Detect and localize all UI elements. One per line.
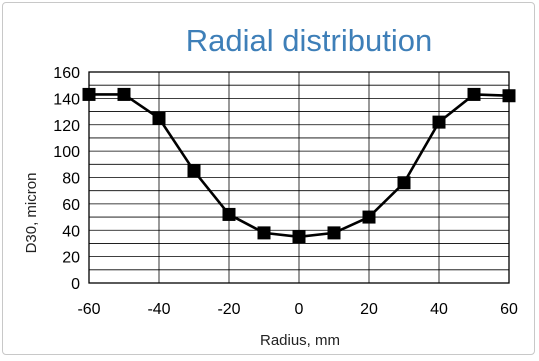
y-tick-label: 20 xyxy=(62,250,80,267)
chart: Radial distribution 0 20 40 60 80 100 120 140 16… xyxy=(23,23,518,349)
data-point-marker xyxy=(222,207,236,221)
x-tick-label: 0 xyxy=(295,301,304,318)
x-tick-label: 40 xyxy=(430,301,448,318)
chart-panel: Radial distribution 0 20 40 60 80 100 120 140 16… xyxy=(2,2,535,355)
y-tick-label: 60 xyxy=(62,197,80,214)
x-axis-label: Radius, mm xyxy=(260,332,340,349)
data-point-marker xyxy=(187,164,201,178)
y-tick-label: 80 xyxy=(62,171,80,188)
y-tick-label: 160 xyxy=(53,65,80,82)
x-tick-label: -60 xyxy=(77,301,100,318)
data-point-marker xyxy=(502,89,516,103)
y-tick-label: 120 xyxy=(53,118,80,135)
data-point-marker xyxy=(117,87,131,101)
chart-title: Radial distribution xyxy=(186,23,432,58)
plot-area xyxy=(88,71,510,284)
data-point-marker xyxy=(362,210,376,224)
data-point-marker xyxy=(397,176,411,190)
data-point-marker xyxy=(432,115,446,129)
y-tick-label: 0 xyxy=(71,276,80,293)
tick-labels: 0 20 40 60 80 100 120 140 160 -60 -40 -20 0 20 40 60 xyxy=(53,65,518,318)
data-point-marker xyxy=(327,226,341,240)
data-point-marker xyxy=(257,226,271,240)
y-tick-label: 140 xyxy=(53,91,80,108)
y-axis-label: D30, micron xyxy=(23,173,40,254)
x-tick-label: -20 xyxy=(217,301,240,318)
data-point-marker xyxy=(152,111,166,125)
data-point-marker xyxy=(292,230,306,244)
x-tick-label: 20 xyxy=(360,301,378,318)
y-tick-label: 100 xyxy=(53,144,80,161)
x-tick-label: -40 xyxy=(147,301,170,318)
series-layer xyxy=(82,87,516,244)
data-point-marker xyxy=(82,87,96,101)
x-tick-label: 60 xyxy=(500,301,518,318)
y-tick-label: 40 xyxy=(62,223,80,240)
data-point-marker xyxy=(467,87,481,101)
grid-lines xyxy=(89,72,509,283)
